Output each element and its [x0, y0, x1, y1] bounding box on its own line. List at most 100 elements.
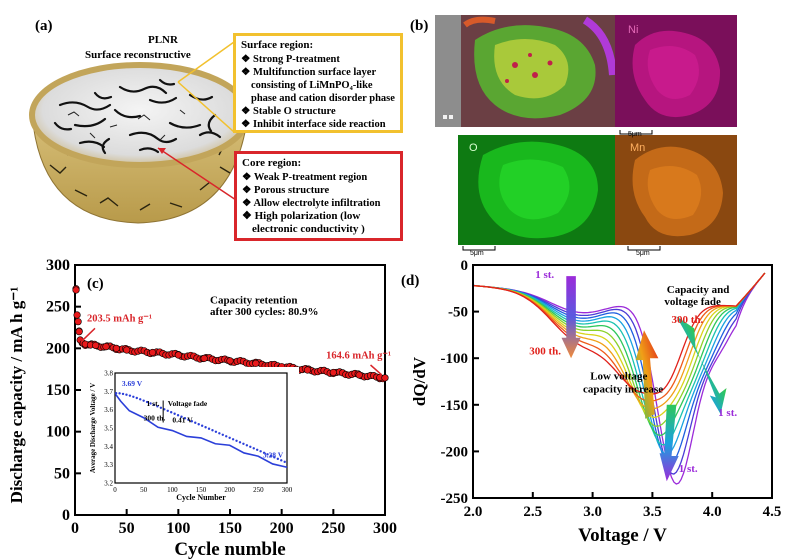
inset-point [145, 400, 149, 404]
x-tick-label: 2.0 [464, 504, 483, 520]
capacity-data-point [303, 366, 312, 374]
core-region-title: Core region: [242, 157, 302, 169]
inset-voltage-line [114, 393, 288, 469]
inset-point [180, 415, 183, 418]
capacity-data-point [123, 346, 131, 354]
dqdv-chart: 2.0 2.5 3.0 3.5 4.0 4.5 0 -50 -100 -150 -200 -250 Vo… [401, 258, 782, 546]
inset-x-tick-label: 250 [253, 486, 264, 494]
inset-point [283, 460, 286, 464]
inset-point [228, 436, 231, 439]
particle-name: PLNR [148, 34, 178, 46]
inset-point [214, 430, 218, 433]
y-tick-label: -200 [441, 444, 469, 460]
x-tick-label: 50 [119, 520, 135, 537]
panel-c-label: (c) [87, 276, 104, 292]
core-item-3: Allow electrolyte infiltration [253, 198, 381, 209]
label-300-mid: 300 th. [529, 345, 561, 357]
inset-point [218, 432, 221, 435]
inset-frame [114, 372, 288, 484]
surface-item-2: Multifunction surface layer consisting o… [251, 67, 395, 104]
inset-x-tick-label: 100 [167, 486, 178, 494]
capacity-data-point [226, 357, 234, 365]
inset-point [273, 456, 276, 459]
y-tick-label: 200 [46, 340, 70, 357]
y-tick-label: 150 [46, 382, 70, 399]
callout-lines [157, 41, 237, 201]
peak-drop-arrow [659, 404, 679, 482]
inset-y-tick-label: 3.4 [104, 443, 113, 451]
capacity-data-point [381, 374, 389, 382]
inset-x-tick-label: 300 [282, 486, 293, 494]
y-tick-label: -100 [441, 351, 469, 367]
particle-illustration [29, 62, 251, 224]
inset-point [187, 418, 190, 421]
ni-map [615, 15, 737, 127]
scale-bar-2 [462, 246, 496, 251]
label-capacity-fade-1: Capacity and [667, 284, 730, 296]
y-tick-label: 100 [46, 424, 70, 441]
capacity-data-point [102, 343, 110, 351]
inset-point [118, 392, 121, 395]
inset-x-tick-label: 50 [140, 486, 148, 494]
inset-point [255, 448, 259, 452]
label-300-right: 300 th. [672, 314, 704, 326]
voltage-fade-arrow [676, 316, 727, 415]
scale-bar-1 [619, 130, 653, 135]
x-tick-label: 4.5 [763, 504, 782, 520]
y-tick-label: 50 [54, 465, 70, 482]
inset-point [266, 453, 269, 456]
inset-end-label: 3.28 V [263, 450, 284, 459]
inset-point [142, 399, 145, 402]
surface-item-4: Inhibit interface side reaction [253, 119, 386, 130]
layered-eds-image [435, 15, 615, 127]
x-tick-label: 0 [71, 520, 79, 537]
inset-point [269, 454, 273, 458]
label-low-voltage-1: Low voltage [590, 371, 647, 383]
retention-line-1: Capacity retention [210, 294, 297, 306]
surface-region-title: Surface region: [241, 39, 314, 51]
inset-point [166, 409, 169, 412]
capacity-data-point [174, 351, 182, 359]
inset-point [125, 393, 128, 396]
x-tick-label: 3.5 [643, 504, 662, 520]
x-tick-label: 2.5 [523, 504, 542, 520]
x-tick-label: 300 [373, 520, 397, 537]
capacity-data-point [329, 368, 337, 377]
inset-point [259, 450, 262, 453]
y-tick-label: 250 [46, 299, 70, 316]
inset-point [121, 392, 125, 396]
inset-x-tick-label: 200 [224, 486, 235, 494]
inset-point [204, 426, 207, 429]
inset-point [245, 444, 249, 447]
inset-point [135, 396, 138, 400]
scale-bar-3 [627, 246, 661, 251]
inset-fade-label: Voltage fade [168, 399, 208, 408]
inset-y-tick-label: 3.6 [104, 406, 113, 414]
inset-y-tick-label: 3.2 [104, 480, 113, 488]
inset-last-label: 300 th. [144, 414, 166, 423]
inset-point [197, 423, 200, 426]
capacity-data-point [355, 371, 363, 379]
inset-background [87, 367, 299, 505]
mn-map [615, 135, 737, 245]
x-tick-label: 3.0 [583, 504, 602, 520]
y-tick-label: 0 [461, 258, 469, 274]
inset-point [194, 421, 197, 424]
core-item-2: Porous structure [254, 185, 330, 196]
inset-point [238, 441, 242, 444]
ni-map-label: Ni [628, 24, 639, 36]
inset-point [207, 427, 211, 430]
capacity-data-point [200, 354, 208, 362]
x-tick-label: 150 [218, 520, 242, 537]
peak-shift-arrow [635, 330, 659, 419]
inset-start-label: 3.69 V [122, 379, 143, 388]
inset-y-tick-label: 3.8 [104, 370, 113, 378]
inset-point [114, 391, 118, 395]
capacity-data-point [73, 311, 81, 319]
inset-y-tick-label: 3.7 [104, 388, 113, 396]
inset-point [152, 403, 156, 407]
inset-point [159, 406, 163, 410]
label-first-bottom: 1 st. [679, 463, 698, 475]
x-tick-label: 100 [166, 520, 190, 537]
capacity-chart: 0 50 100 150 200 250 300 0 50 100 150 200 250 300 Cycl… [7, 257, 397, 560]
